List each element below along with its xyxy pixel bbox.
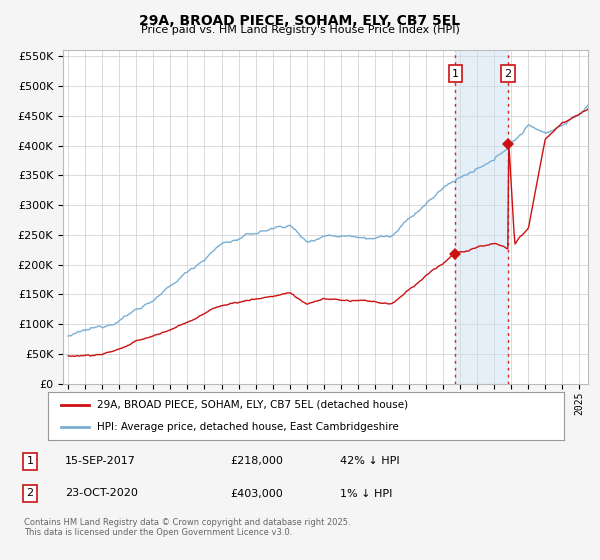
Text: £218,000: £218,000 [230, 456, 283, 466]
Text: 1: 1 [452, 69, 459, 79]
Text: 1: 1 [26, 456, 34, 466]
Text: 1% ↓ HPI: 1% ↓ HPI [340, 488, 392, 498]
Text: HPI: Average price, detached house, East Cambridgeshire: HPI: Average price, detached house, East… [97, 422, 399, 432]
Text: 15-SEP-2017: 15-SEP-2017 [65, 456, 136, 466]
Text: 23-OCT-2020: 23-OCT-2020 [65, 488, 138, 498]
Text: 29A, BROAD PIECE, SOHAM, ELY, CB7 5EL (detached house): 29A, BROAD PIECE, SOHAM, ELY, CB7 5EL (d… [97, 400, 408, 410]
Text: 42% ↓ HPI: 42% ↓ HPI [340, 456, 400, 466]
Text: Contains HM Land Registry data © Crown copyright and database right 2025.
This d: Contains HM Land Registry data © Crown c… [24, 518, 350, 538]
Bar [455, 50, 508, 384]
Text: £403,000: £403,000 [230, 488, 283, 498]
Text: 29A, BROAD PIECE, SOHAM, ELY, CB7 5EL: 29A, BROAD PIECE, SOHAM, ELY, CB7 5EL [139, 14, 461, 28]
Text: 2: 2 [26, 488, 34, 498]
Text: 2: 2 [505, 69, 512, 79]
Text: Price paid vs. HM Land Registry's House Price Index (HPI): Price paid vs. HM Land Registry's House … [140, 25, 460, 35]
